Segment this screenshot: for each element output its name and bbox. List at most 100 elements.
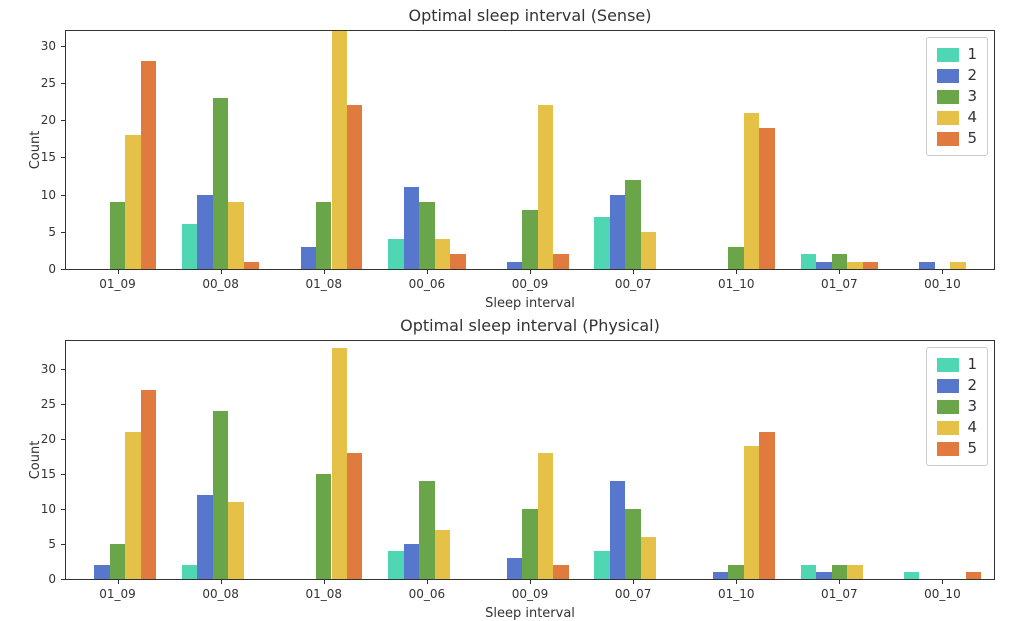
bar: [522, 509, 537, 579]
bar: [435, 239, 450, 269]
legend-physical: 12345: [926, 347, 988, 466]
legend-item: 5: [937, 438, 977, 459]
bar: [435, 530, 450, 579]
x-tick: [942, 579, 943, 584]
x-tick: [736, 269, 737, 274]
bar: [538, 105, 553, 269]
bar: [832, 254, 847, 269]
legend-swatch: [937, 111, 959, 125]
x-tick-label: 01_08: [305, 587, 342, 601]
figure: Optimal sleep interval (Sense) Count Sle…: [0, 0, 1024, 618]
x-tick: [427, 269, 428, 274]
bar: [182, 224, 197, 269]
x-tick-label: 00_09: [512, 587, 549, 601]
x-tick-label: 00_06: [409, 277, 446, 291]
x-tick-label: 01_07: [821, 277, 858, 291]
legend-item: 2: [937, 375, 977, 396]
bar: [125, 432, 140, 579]
y-tick-label: 20: [41, 432, 56, 446]
x-tick: [118, 579, 119, 584]
x-tick: [530, 269, 531, 274]
bar: [404, 544, 419, 579]
bar: [450, 254, 465, 269]
bar: [522, 210, 537, 270]
y-tick-label: 0: [48, 572, 56, 586]
bar: [347, 453, 362, 579]
y-tick-label: 20: [41, 113, 56, 127]
y-tick-label: 30: [41, 362, 56, 376]
y-tick: [61, 439, 66, 440]
legend-swatch: [937, 358, 959, 372]
bar: [110, 544, 125, 579]
y-tick: [61, 269, 66, 270]
subplot-sense: Optimal sleep interval (Sense) Count Sle…: [65, 30, 995, 270]
bar: [404, 187, 419, 269]
legend-swatch: [937, 379, 959, 393]
bar: [228, 202, 243, 269]
bar: [419, 481, 434, 579]
x-tick-label: 01_08: [305, 277, 342, 291]
y-tick-label: 5: [48, 537, 56, 551]
y-tick: [61, 474, 66, 475]
x-tick: [118, 269, 119, 274]
bar: [197, 495, 212, 579]
bar: [713, 572, 728, 579]
bar: [641, 232, 656, 269]
bar: [197, 195, 212, 269]
legend-swatch: [937, 442, 959, 456]
y-tick: [61, 83, 66, 84]
x-tick: [324, 579, 325, 584]
x-tick-label: 00_10: [924, 277, 961, 291]
bar: [553, 565, 568, 579]
x-tick-label: 01_09: [99, 587, 136, 601]
bar: [141, 61, 156, 269]
bar: [966, 572, 981, 579]
bar: [759, 128, 774, 269]
x-tick-label: 00_10: [924, 587, 961, 601]
legend-label: 5: [967, 128, 977, 149]
bar: [332, 31, 347, 269]
legend-swatch: [937, 90, 959, 104]
bar: [610, 481, 625, 579]
bar: [301, 247, 316, 269]
bar: [832, 565, 847, 579]
y-tick: [61, 195, 66, 196]
bar: [801, 565, 816, 579]
x-tick: [324, 269, 325, 274]
x-tick-label: 00_09: [512, 277, 549, 291]
bar: [110, 202, 125, 269]
legend-label: 1: [967, 44, 977, 65]
y-tick-label: 5: [48, 225, 56, 239]
legend-label: 3: [967, 86, 977, 107]
bar: [538, 453, 553, 579]
bar: [594, 551, 609, 579]
y-tick: [61, 120, 66, 121]
legend-swatch: [937, 132, 959, 146]
bar: [228, 502, 243, 579]
y-tick: [61, 404, 66, 405]
legend-label: 2: [967, 65, 977, 86]
bar: [388, 551, 403, 579]
subplot-title-physical: Optimal sleep interval (Physical): [66, 316, 994, 335]
bar: [213, 98, 228, 269]
y-tick: [61, 544, 66, 545]
subplot-title-sense: Optimal sleep interval (Sense): [66, 6, 994, 25]
bar: [388, 239, 403, 269]
x-axis-label: Sleep interval: [66, 606, 994, 621]
legend-item: 1: [937, 354, 977, 375]
x-tick-label: 00_07: [615, 277, 652, 291]
legend-item: 4: [937, 107, 977, 128]
legend-item: 3: [937, 86, 977, 107]
legend-swatch: [937, 69, 959, 83]
bar: [125, 135, 140, 269]
x-tick-label: 00_08: [202, 277, 239, 291]
y-tick-label: 30: [41, 39, 56, 53]
y-tick-label: 15: [41, 150, 56, 164]
y-tick: [61, 509, 66, 510]
x-tick-label: 00_07: [615, 587, 652, 601]
y-tick: [61, 157, 66, 158]
x-tick-label: 00_06: [409, 587, 446, 601]
bar: [625, 180, 640, 269]
x-tick-label: 01_10: [718, 277, 755, 291]
bar: [332, 348, 347, 579]
